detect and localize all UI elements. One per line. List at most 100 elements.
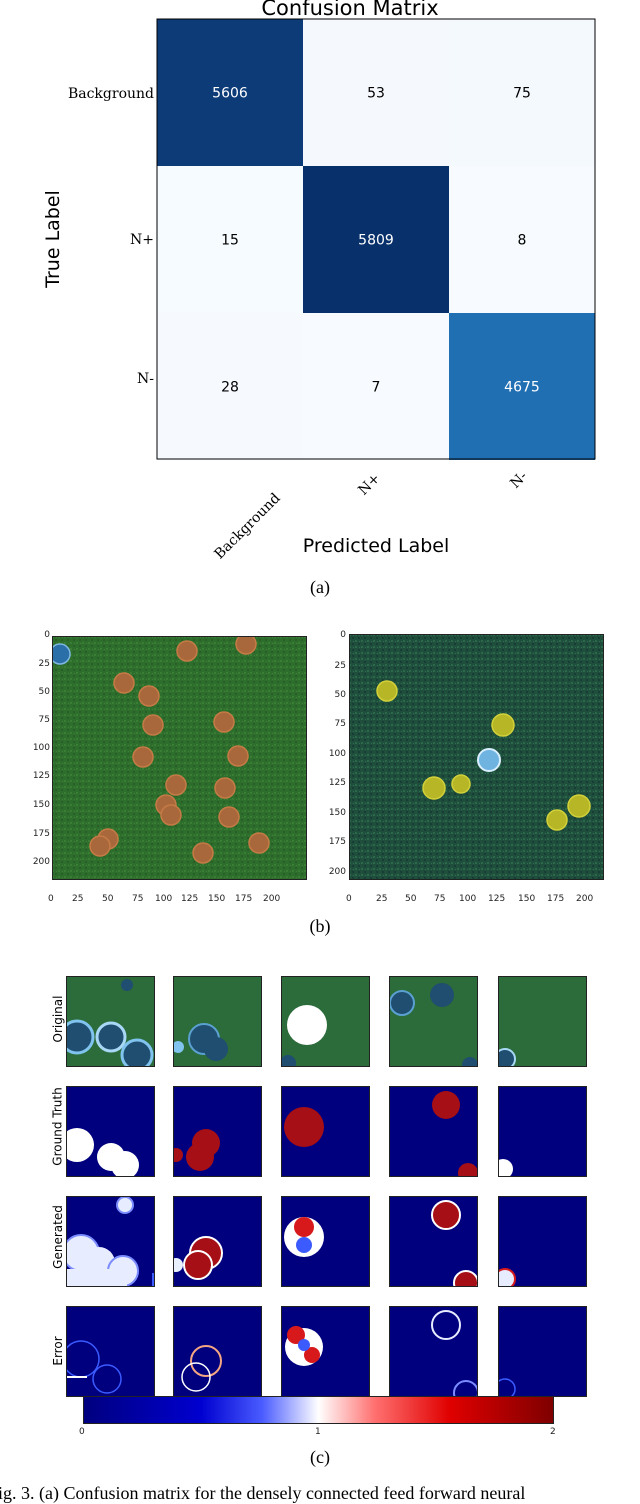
colorbar-tick-0: 0: [79, 1427, 85, 1437]
tile-error-4: [389, 1306, 478, 1397]
confusion-matrix-heatmap: 5606 53 75 15 5809 8 28 7 4675: [156, 18, 596, 460]
tile-original-1: [66, 976, 155, 1067]
tick: 175: [32, 829, 50, 839]
tick: 75: [434, 894, 446, 904]
row-label-background: Background: [67, 86, 154, 102]
tick: 50: [102, 894, 114, 904]
tick: 100: [328, 749, 346, 759]
tile-error-5: [498, 1306, 587, 1397]
row-label-original: Original: [51, 995, 65, 1043]
cm-cell-2-2: [449, 313, 595, 460]
cm-cell-2-0: [157, 313, 303, 460]
cm-cell-1-2: [449, 166, 595, 313]
caption-b: (b): [309, 916, 331, 936]
right-image-x-ticks: 0 25 50 75 100 125 150 175 200: [346, 894, 616, 908]
right-image-y-ticks: 0 25 50 75 100 125 150 175 200: [326, 630, 346, 890]
tick: 125: [328, 778, 346, 788]
tile-error-1: [66, 1306, 155, 1397]
tick: 150: [32, 800, 50, 810]
tick: 25: [376, 894, 388, 904]
tick: 175: [547, 894, 565, 904]
microscopy-image-right: [349, 634, 604, 880]
tick: 175: [235, 894, 253, 904]
tick: 0: [340, 630, 346, 640]
tick: 0: [48, 894, 54, 904]
tile-generated-1: [66, 1196, 155, 1287]
cm-cell-0-1: [303, 19, 449, 166]
x-axis-label: Predicted Label: [302, 535, 450, 557]
tick: 200: [263, 894, 281, 904]
tick: 200: [576, 894, 594, 904]
tile-original-4: [389, 976, 478, 1067]
tile-error-2: [173, 1306, 262, 1397]
tick: 50: [38, 687, 50, 697]
tick: 100: [459, 894, 477, 904]
tick: 25: [334, 661, 346, 671]
row-label-n-minus: N-: [137, 371, 154, 387]
cm-value-2-0: 28: [221, 380, 239, 396]
row-label-ground-truth: Ground Truth: [50, 1087, 65, 1166]
tick: 150: [208, 894, 226, 904]
tick: 75: [334, 719, 346, 729]
tile-error-3: [281, 1306, 370, 1397]
tile-generated-5: [498, 1196, 587, 1287]
tick: 0: [346, 894, 352, 904]
right-image-frame: [349, 634, 604, 880]
colorbar-tick-2: 2: [550, 1427, 556, 1437]
confusion-matrix-title: Confusion Matrix: [261, 0, 439, 20]
row-label-error: Error: [51, 1336, 65, 1366]
tick: 150: [328, 808, 346, 818]
left-image-frame: [52, 636, 307, 880]
figure-caption: Fig. 3. (a) Confusion matrix for the den…: [0, 1483, 526, 1503]
left-image-y-ticks: 0 25 50 75 100 125 150 175 200: [30, 630, 50, 890]
cm-value-2-1: 7: [372, 380, 381, 396]
tick: 150: [518, 894, 536, 904]
tick: 125: [181, 894, 199, 904]
tick: 200: [328, 867, 346, 877]
cm-value-0-2: 75: [513, 86, 531, 102]
left-image-x-ticks: 0 25 50 75 100 125 150 175 200: [48, 894, 318, 908]
cm-value-0-0: 5606: [212, 86, 248, 102]
tile-generated-3: [281, 1196, 370, 1287]
tick: 50: [405, 894, 417, 904]
row-label-generated: Generated: [51, 1205, 65, 1269]
tile-original-2: [173, 976, 262, 1067]
tick: 125: [488, 894, 506, 904]
tile-original-3: [281, 976, 370, 1067]
cm-value-1-0: 15: [221, 233, 239, 249]
cm-cell-2-1: [303, 313, 449, 460]
tick: 0: [44, 630, 50, 640]
cm-cell-0-2: [449, 19, 595, 166]
cm-cell-1-1: [303, 166, 449, 313]
tile-groundtruth-4: [389, 1086, 478, 1177]
tile-original-5: [498, 976, 587, 1067]
tile-groundtruth-5: [498, 1086, 587, 1177]
tick: 25: [72, 894, 84, 904]
tick: 125: [32, 771, 50, 781]
caption-c: (c): [310, 1447, 330, 1467]
row-label-n-plus: N+: [130, 232, 154, 248]
tick: 100: [32, 743, 50, 753]
tick: 75: [132, 894, 144, 904]
microscopy-image-left: [52, 636, 307, 880]
tile-generated-4: [389, 1196, 478, 1287]
tick: 25: [38, 659, 50, 669]
tick: 100: [155, 894, 173, 904]
tick: 175: [328, 837, 346, 847]
cm-value-1-2: 8: [518, 233, 527, 249]
tick: 50: [334, 690, 346, 700]
colorbar-tick-1: 1: [315, 1427, 321, 1437]
tile-groundtruth-1: [66, 1086, 155, 1177]
colorbar: [83, 1396, 554, 1424]
cm-value-2-2: 4675: [504, 380, 540, 396]
tick: 75: [38, 715, 50, 725]
cm-value-0-1: 53: [367, 86, 385, 102]
tile-generated-2: [173, 1196, 262, 1287]
tile-groundtruth-3: [281, 1086, 370, 1177]
tile-groundtruth-2: [173, 1086, 262, 1177]
cm-cell-0-0: [157, 19, 303, 166]
caption-a: (a): [310, 577, 330, 597]
cm-value-1-1: 5809: [358, 233, 394, 249]
tick: 200: [32, 857, 50, 867]
cm-cell-1-0: [157, 166, 303, 313]
